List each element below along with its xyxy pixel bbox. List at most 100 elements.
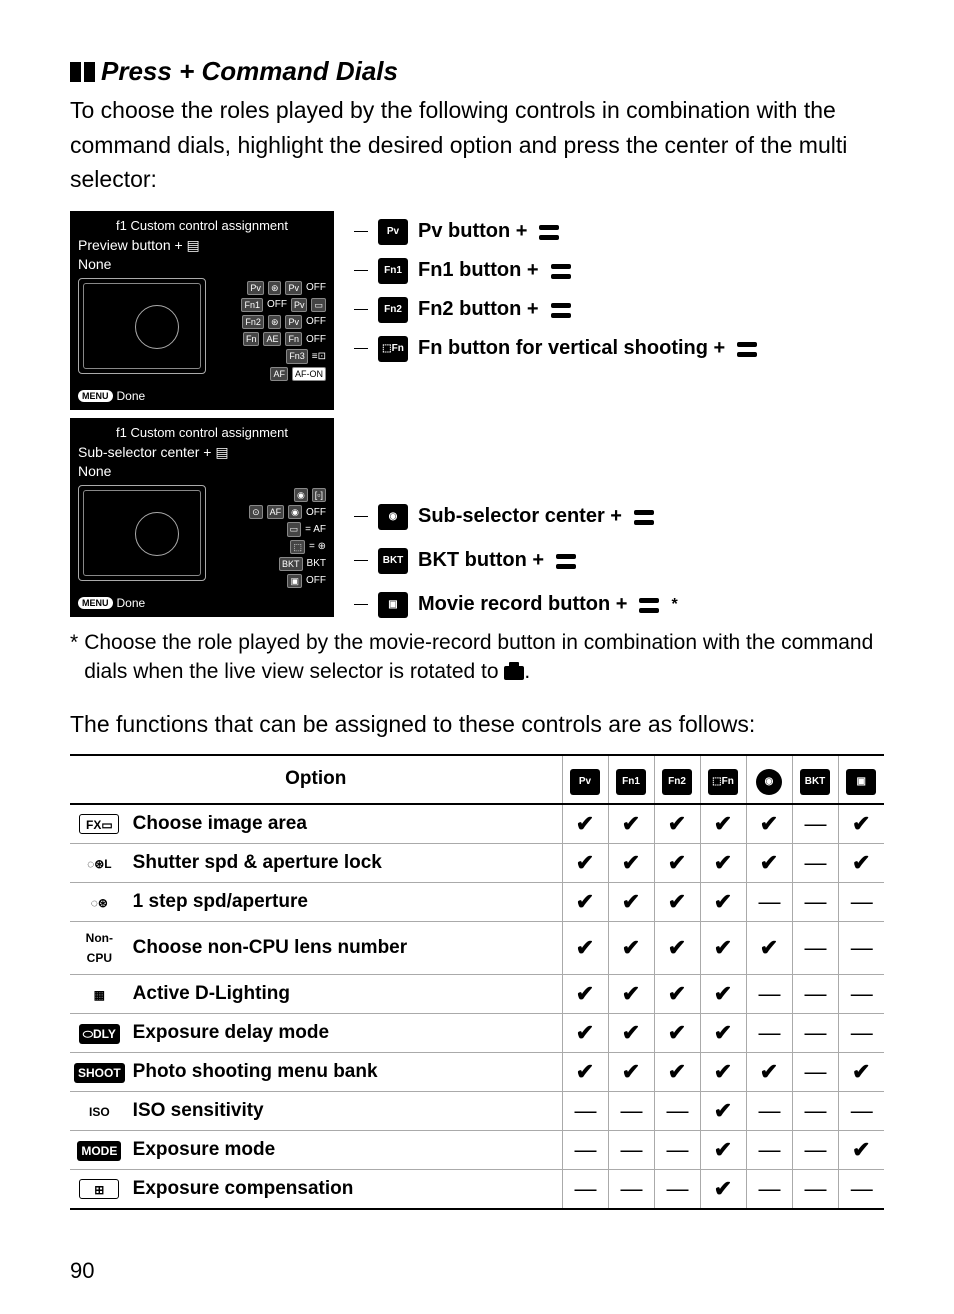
option-icon: ◌⊛L xyxy=(79,854,119,874)
lcd-bottom-title: f1 Custom control assignment xyxy=(78,424,326,442)
th-icon-movie: ▣ xyxy=(846,769,876,795)
check-cell: ✔ xyxy=(700,1130,746,1169)
check-cell: ✔ xyxy=(700,1013,746,1052)
dash-cell: — xyxy=(792,882,838,921)
callout-icon: ▣ xyxy=(378,592,408,618)
option-icon: Non-CPU xyxy=(74,928,125,948)
dash-cell: — xyxy=(792,1013,838,1052)
check-cell: ✔ xyxy=(654,1052,700,1091)
dash-cell: — xyxy=(792,921,838,974)
callout-label: BKT button + xyxy=(418,549,544,572)
callout-row: Fn2Fn2 button + xyxy=(354,297,757,323)
option-icon: ▦ xyxy=(79,985,119,1005)
footnote: * Choose the role played by the movie-re… xyxy=(70,628,884,687)
check-cell: ✔ xyxy=(654,974,700,1013)
th-icon-vfn: ⬚Fn xyxy=(708,769,738,795)
callout-label: Fn1 button + xyxy=(418,259,539,282)
option-icon: MODE xyxy=(77,1141,121,1161)
lcd-top-done: MENUDone xyxy=(78,388,326,404)
diagram-bottom: f1 Custom control assignment Sub-selecto… xyxy=(70,418,884,618)
option-icon: ⊞ xyxy=(79,1179,119,1199)
dash-cell: — xyxy=(792,974,838,1013)
command-dial-icon xyxy=(539,224,559,240)
option-icon: FX▭ xyxy=(79,814,119,834)
check-cell: ✔ xyxy=(562,804,608,844)
heading-marker-icon xyxy=(70,62,95,82)
dash-cell: — xyxy=(562,1091,608,1130)
callout-label: Movie record button + xyxy=(418,593,627,616)
option-label: 1 step spd/aperture xyxy=(129,882,562,921)
table-row: ISOISO sensitivity———✔——— xyxy=(70,1091,884,1130)
heading-text: Press + Command Dials xyxy=(101,56,398,87)
dash-cell: — xyxy=(562,1130,608,1169)
lcd-bottom-value: None xyxy=(78,462,326,481)
callout-row: ▣Movie record button + * xyxy=(354,592,678,618)
check-cell: ✔ xyxy=(608,804,654,844)
check-cell: ✔ xyxy=(608,921,654,974)
option-icon: SHOOT xyxy=(74,1063,125,1083)
check-cell: ✔ xyxy=(700,1052,746,1091)
check-cell: ✔ xyxy=(654,804,700,844)
callout-icon: ⬚Fn xyxy=(378,336,408,362)
functions-table: Option Pv Fn1 Fn2 ⬚Fn ◉ BKT ▣ FX▭Choose … xyxy=(70,754,884,1210)
camera-outline-icon xyxy=(78,485,206,581)
lcd-top-grid: Pv⊛PvOFF Fn1OFFPv▭ Fn2⊛PvOFF FnAEFnOFF F… xyxy=(210,278,326,384)
callout-label: Fn2 button + xyxy=(418,298,539,321)
dash-cell: — xyxy=(792,843,838,882)
table-row: ▦Active D-Lighting✔✔✔✔——— xyxy=(70,974,884,1013)
command-dial-icon xyxy=(551,263,571,279)
option-label: Choose non-CPU lens number xyxy=(129,921,562,974)
lcd-bottom-sub: Sub-selector center + ▤ xyxy=(78,443,326,462)
dash-cell: — xyxy=(746,882,792,921)
dash-cell: — xyxy=(838,1013,884,1052)
command-dial-icon xyxy=(556,553,576,569)
option-label: Shutter spd & aperture lock xyxy=(129,843,562,882)
footnote-text: Choose the role played by the movie-reco… xyxy=(84,631,873,683)
lcd-screenshot-top: f1 Custom control assignment Preview but… xyxy=(70,211,334,410)
callout-icon: ◉ xyxy=(378,504,408,530)
check-cell: ✔ xyxy=(562,1013,608,1052)
table-row: ◌⊛LShutter spd & aperture lock✔✔✔✔✔—✔ xyxy=(70,843,884,882)
table-row: ◌⊛1 step spd/aperture✔✔✔✔——— xyxy=(70,882,884,921)
option-icon: ◌⊛ xyxy=(79,893,119,913)
dash-cell: — xyxy=(792,1052,838,1091)
option-label: Exposure delay mode xyxy=(129,1013,562,1052)
dash-cell: — xyxy=(654,1169,700,1209)
table-row: MODEExposure mode———✔——✔ xyxy=(70,1130,884,1169)
dash-cell: — xyxy=(654,1091,700,1130)
th-option: Option xyxy=(70,755,562,804)
check-cell: ✔ xyxy=(608,1013,654,1052)
command-dial-icon xyxy=(737,341,757,357)
callout-row: ⬚Fn Fn button for vertical shooting + xyxy=(354,336,757,362)
callouts-bottom: ◉Sub-selector center + BKTBKT button + ▣… xyxy=(354,418,678,618)
check-cell: ✔ xyxy=(700,1091,746,1130)
table-row: FX▭Choose image area✔✔✔✔✔—✔ xyxy=(70,804,884,844)
callout-row: PvPv button + xyxy=(354,219,757,245)
option-label: Exposure mode xyxy=(129,1130,562,1169)
th-icon-bkt: BKT xyxy=(800,769,830,795)
command-dial-icon xyxy=(634,509,654,525)
lcd-screenshot-bottom: f1 Custom control assignment Sub-selecto… xyxy=(70,418,334,617)
check-cell: ✔ xyxy=(838,1052,884,1091)
dash-cell: — xyxy=(746,1013,792,1052)
th-icon-subsel: ◉ xyxy=(756,769,782,795)
table-row: SHOOTPhoto shooting menu bank✔✔✔✔✔—✔ xyxy=(70,1052,884,1091)
check-cell: ✔ xyxy=(608,843,654,882)
check-cell: ✔ xyxy=(700,882,746,921)
footnote-tail: . xyxy=(524,660,530,683)
dash-cell: — xyxy=(654,1130,700,1169)
check-cell: ✔ xyxy=(838,843,884,882)
dash-cell: — xyxy=(608,1091,654,1130)
check-cell: ✔ xyxy=(608,1052,654,1091)
check-cell: ✔ xyxy=(838,804,884,844)
check-cell: ✔ xyxy=(562,1052,608,1091)
option-label: Choose image area xyxy=(129,804,562,844)
check-cell: ✔ xyxy=(562,974,608,1013)
dash-cell: — xyxy=(746,1091,792,1130)
check-cell: ✔ xyxy=(746,843,792,882)
callout-label: Pv button + xyxy=(418,220,527,243)
table-row: ⊞Exposure compensation———✔——— xyxy=(70,1169,884,1209)
check-cell: ✔ xyxy=(838,1130,884,1169)
dash-cell: — xyxy=(792,1091,838,1130)
callout-label: Fn button for vertical shooting + xyxy=(418,337,725,360)
